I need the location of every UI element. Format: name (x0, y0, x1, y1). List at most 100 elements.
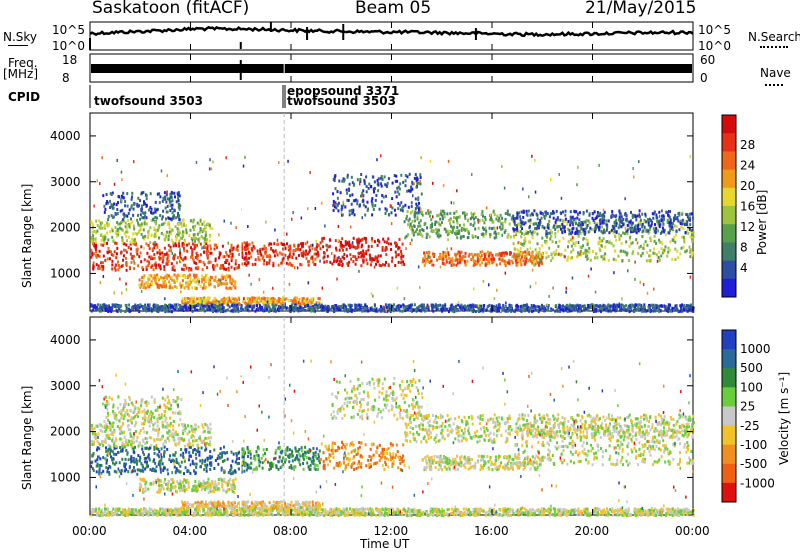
power-cell (197, 265, 200, 269)
power-cell (311, 301, 314, 305)
power-cell (599, 211, 602, 215)
power-cell (598, 214, 601, 218)
power-cell (337, 201, 340, 205)
power-cell (95, 255, 98, 259)
power-cell (635, 231, 638, 235)
power-cell (387, 242, 390, 246)
power-cell (631, 303, 634, 307)
power-cell (607, 303, 610, 307)
power-cell (456, 261, 459, 265)
power-cell (370, 258, 372, 261)
power-cell (424, 221, 427, 225)
power-cell (213, 278, 216, 282)
power-cell (504, 229, 507, 233)
power-cell (670, 227, 673, 231)
power-cell (503, 253, 506, 257)
power-cell (508, 262, 511, 266)
power-cell (130, 217, 132, 221)
power-cell (474, 216, 477, 219)
power-cell (473, 217, 475, 221)
power-cell (386, 240, 388, 244)
power-cell (139, 251, 142, 255)
power-cell (337, 238, 339, 242)
power-cell (356, 178, 359, 182)
power-cell (639, 223, 642, 227)
power-cell (154, 221, 157, 224)
power-cell (587, 308, 590, 312)
power-cell (569, 223, 572, 227)
power-cell (176, 230, 179, 234)
power-cell (590, 267, 592, 271)
power-cell (168, 274, 170, 278)
power-cell (168, 216, 171, 220)
power-cell (266, 296, 269, 300)
power-cell (413, 215, 416, 219)
power-cell (593, 210, 596, 214)
power-cell (353, 213, 356, 217)
power-cell (516, 216, 519, 220)
power-cell (516, 308, 519, 312)
power-cell (448, 218, 450, 222)
power-cell (485, 206, 488, 210)
power-cell (499, 262, 502, 266)
power-cell (560, 196, 563, 200)
power-cell (108, 309, 111, 313)
power-cell (523, 309, 526, 313)
power-cell (504, 264, 507, 267)
power-cell (258, 258, 261, 262)
power-cell (648, 217, 651, 221)
power-cell (681, 218, 684, 222)
power-cell (191, 248, 194, 252)
power-cell (163, 285, 166, 289)
power-cell (424, 255, 427, 259)
power-cell (116, 228, 119, 232)
power-cell (294, 300, 297, 303)
power-cell (421, 210, 424, 214)
power-cell (671, 306, 674, 310)
power-cell (354, 304, 357, 308)
power-cell (92, 252, 95, 256)
power-cell (90, 309, 93, 313)
power-cell (668, 224, 671, 228)
power-cell (394, 179, 397, 183)
power-cell (203, 263, 206, 267)
power-cell (657, 306, 660, 309)
power-cell (658, 225, 661, 229)
power-cell (168, 197, 171, 201)
power-cell (545, 308, 548, 312)
power-cell (222, 301, 225, 305)
power-cell (661, 220, 664, 223)
power-cell (154, 261, 157, 265)
power-cell (638, 221, 640, 225)
power-cell (565, 290, 567, 294)
power-cell (567, 245, 569, 249)
power-cell (352, 208, 355, 212)
power-cell (149, 206, 152, 209)
power-cell (625, 230, 627, 234)
power-cell (544, 210, 547, 214)
power-cell (537, 310, 540, 313)
power-cell (394, 190, 397, 194)
power-cell (437, 221, 440, 225)
power-cell (101, 226, 104, 230)
power-cell (580, 309, 583, 313)
power-cell (196, 304, 199, 307)
power-cell (385, 194, 387, 198)
power-cell (198, 223, 201, 227)
power-cell (652, 216, 655, 220)
power-cell (671, 225, 674, 229)
power-cell (605, 223, 608, 227)
power-cell (627, 306, 630, 310)
power-cell (226, 282, 229, 286)
power-cell (489, 251, 491, 255)
power-cell (227, 274, 230, 278)
power-cell (523, 241, 526, 245)
power-cell (296, 306, 299, 310)
power-cell (221, 306, 224, 310)
power-cell (289, 244, 292, 248)
power-cell (308, 260, 311, 263)
power-cell (162, 255, 165, 258)
power-cell (92, 239, 95, 243)
power-cell (469, 222, 472, 226)
power-cell (650, 219, 653, 223)
